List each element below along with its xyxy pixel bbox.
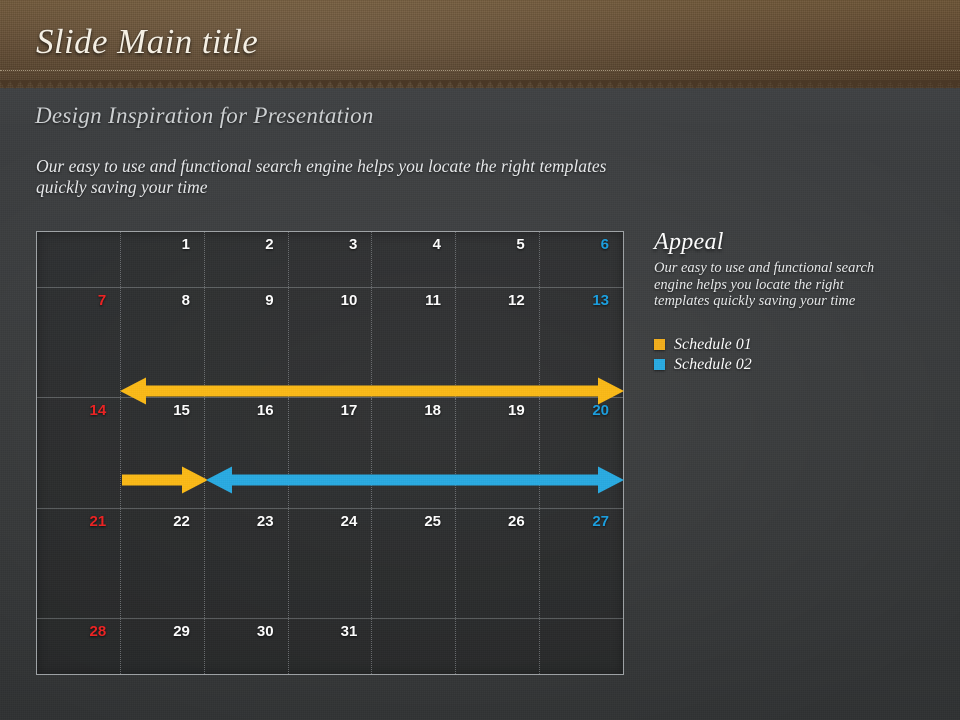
calendar-day-number: 15 xyxy=(173,402,190,420)
side-panel-body: Our easy to use and functional search en… xyxy=(654,260,875,309)
calendar-day-number: 18 xyxy=(424,402,442,420)
calendar-table: 1 2 3 4 5 6 7 8 9 10 11 12 13 14 15 16 17 18 19 20 21 22 23 24 2… xyxy=(37,232,623,674)
calendar-day-number: 9 xyxy=(265,291,274,309)
calendar-day-number: 2 xyxy=(265,236,274,253)
calendar-day-cell[interactable]: 21 xyxy=(37,508,122,620)
calendar-day-number: 13 xyxy=(592,291,609,309)
calendar-day-number: 27 xyxy=(592,512,609,530)
calendar-day-number: 8 xyxy=(181,291,190,309)
calendar-day-number: 12 xyxy=(508,291,525,309)
legend-item[interactable]: Schedule 02 xyxy=(654,356,904,374)
slide-header-band: Slide Main title xyxy=(0,0,960,88)
calendar-day-number: 25 xyxy=(424,512,442,530)
calendar-day-cell[interactable]: 25 xyxy=(371,508,457,620)
calendar-day-cell[interactable]: 20 xyxy=(539,397,623,509)
calendar-day-cell[interactable]: 14 xyxy=(37,397,122,509)
calendar-day-cell[interactable]: 3 xyxy=(288,232,373,288)
calendar-day-cell[interactable]: 28 xyxy=(37,618,122,674)
calendar-day-number: 31 xyxy=(340,623,358,641)
calendar-day-number: 1 xyxy=(181,236,190,253)
legend-color-swatch xyxy=(654,339,665,350)
section-description: Our easy to use and functional search en… xyxy=(36,156,607,197)
calendar-day-cell[interactable]: 16 xyxy=(204,397,289,509)
calendar-day-number: 19 xyxy=(508,402,525,420)
calendar-week-row: 14 15 16 17 18 19 20 xyxy=(37,397,623,509)
calendar-day-cell[interactable]: 19 xyxy=(455,397,540,509)
calendar-day-number: 6 xyxy=(600,236,609,253)
calendar-day-cell[interactable] xyxy=(37,232,122,288)
calendar-day-cell[interactable]: 22 xyxy=(120,508,205,620)
calendar-day-number: 21 xyxy=(89,512,107,530)
calendar-day-number: 5 xyxy=(516,236,525,253)
section-subtitle: Design Inspiration for Presentation xyxy=(35,103,374,128)
calendar-day-cell[interactable] xyxy=(371,618,457,674)
calendar-day-cell[interactable]: 7 xyxy=(37,287,122,399)
calendar-day-cell[interactable]: 23 xyxy=(204,508,289,620)
calendar-day-cell[interactable] xyxy=(455,618,540,674)
calendar-day-number: 29 xyxy=(173,623,190,641)
calendar-day-cell[interactable]: 31 xyxy=(288,618,373,674)
calendar-day-cell[interactable]: 29 xyxy=(120,618,205,674)
calendar-week-row: 21 22 23 24 25 26 27 xyxy=(37,508,623,620)
calendar-day-cell[interactable]: 12 xyxy=(455,287,540,399)
calendar-day-cell[interactable]: 4 xyxy=(371,232,457,288)
calendar-day-number: 17 xyxy=(340,402,358,420)
calendar-day-number: 11 xyxy=(425,291,442,309)
calendar-day-number: 7 xyxy=(97,291,107,309)
calendar-grid: 1 2 3 4 5 6 7 8 9 10 11 12 13 14 15 16 17 18 19 20 21 22 23 24 2… xyxy=(36,231,624,675)
calendar-day-number: 26 xyxy=(508,512,525,530)
calendar-day-number: 23 xyxy=(256,512,274,530)
calendar-day-cell[interactable]: 6 xyxy=(539,232,623,288)
calendar-day-number: 4 xyxy=(432,236,442,253)
calendar-day-cell[interactable] xyxy=(539,619,623,674)
header-dotted-rule xyxy=(0,70,960,71)
calendar-body: 1 2 3 4 5 6 7 8 9 10 11 12 13 14 15 16 17 18 19 20 21 22 23 24 2… xyxy=(37,232,623,674)
calendar-day-cell[interactable]: 15 xyxy=(120,397,205,509)
side-panel: Appeal Our easy to use and functional se… xyxy=(654,228,904,376)
calendar-day-number: 14 xyxy=(89,402,107,420)
calendar-day-cell[interactable]: 24 xyxy=(288,508,373,620)
calendar-day-cell[interactable]: 27 xyxy=(539,508,623,620)
calendar-week-row: 7 8 9 10 11 12 13 xyxy=(37,287,623,399)
calendar-day-number: 22 xyxy=(173,512,190,530)
calendar-week-row: 28 29 30 31 xyxy=(37,618,623,674)
legend-color-swatch xyxy=(654,359,665,370)
zigzag-divider xyxy=(0,80,960,92)
calendar-day-number: 3 xyxy=(348,236,358,253)
legend-item[interactable]: Schedule 01 xyxy=(654,336,904,354)
calendar-day-cell[interactable]: 26 xyxy=(455,508,540,620)
calendar-day-cell[interactable]: 17 xyxy=(288,397,373,509)
calendar-day-number: 30 xyxy=(256,623,274,641)
calendar-day-number: 20 xyxy=(592,402,609,420)
legend-label: Schedule 01 xyxy=(674,335,752,353)
side-panel-title: Appeal xyxy=(654,229,724,255)
calendar-day-cell[interactable]: 1 xyxy=(120,232,205,288)
calendar-day-number: 16 xyxy=(256,402,274,420)
calendar-week-row: 1 2 3 4 5 6 xyxy=(37,232,623,288)
calendar-day-cell[interactable]: 9 xyxy=(204,287,289,399)
calendar-day-cell[interactable]: 11 xyxy=(371,287,457,399)
schedule-legend: Schedule 01 Schedule 02 xyxy=(654,336,904,374)
calendar-day-cell[interactable]: 30 xyxy=(204,618,289,674)
calendar-day-cell[interactable]: 13 xyxy=(539,287,623,399)
calendar-day-cell[interactable]: 2 xyxy=(204,232,289,288)
calendar-day-cell[interactable]: 18 xyxy=(371,397,457,509)
calendar-day-cell[interactable]: 10 xyxy=(288,287,373,399)
calendar-day-number: 24 xyxy=(340,512,358,530)
calendar-day-cell[interactable]: 5 xyxy=(455,232,540,288)
page-title: Slide Main title xyxy=(36,22,259,61)
calendar-day-cell[interactable]: 8 xyxy=(120,287,205,399)
legend-label: Schedule 02 xyxy=(674,355,752,373)
calendar-day-number: 28 xyxy=(89,623,107,641)
calendar-day-number: 10 xyxy=(340,291,358,309)
